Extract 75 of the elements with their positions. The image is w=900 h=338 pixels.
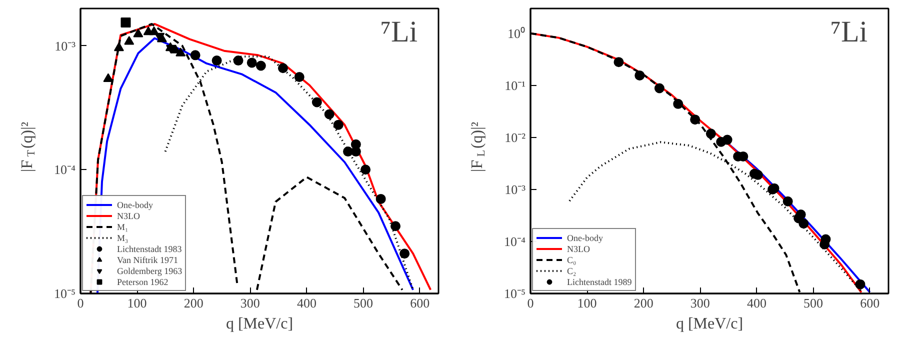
point [176,48,186,56]
point [190,50,200,60]
y-tick-label: 10⁻¹ [504,78,526,93]
point [103,73,114,82]
point [798,218,809,229]
legend-label: Lichtenstadt 1983 [117,243,182,254]
legend-label: C₀ [567,254,578,265]
point [120,18,131,28]
point [706,128,716,139]
y-axis-title: |FT(q)|² [19,122,38,172]
legend-label: M₃ [117,232,130,243]
y-axis-title: |FL(q)|² [469,122,488,172]
annotation: ⁷Li [380,16,418,48]
y-tick-label: 10⁻² [504,130,526,145]
point [133,28,144,38]
y-tick-label: 10⁻⁵ [504,286,526,301]
x-tick-label: 400 [296,296,316,310]
point [124,36,134,45]
x-tick-label: 100 [577,296,597,310]
point [278,63,288,74]
x-tick-label: 400 [746,296,766,310]
point [333,120,344,130]
point [796,209,806,220]
point [400,248,410,259]
legend-label: One-body [117,199,153,210]
legend-label: Goldemberg 1963 [117,265,182,276]
point [114,42,124,52]
legend-label: N3LO [567,243,590,254]
y-tick-label: 10⁻³ [54,38,76,54]
legend-label: M₁ [117,221,130,232]
point [246,58,257,68]
point [360,164,371,175]
point [634,70,645,80]
legend-label: Lichtenstadt 1989 [567,276,632,287]
point [855,279,866,290]
y-tick-label: 10⁻³ [504,182,526,197]
x-tick-label: 600 [860,296,880,310]
legend-label: Van Niftrik 1971 [117,254,178,265]
point [673,98,684,109]
point [212,56,222,66]
annotation: ⁷Li [830,16,868,48]
x-tick-label: 500 [354,296,374,310]
legend-label: C₂ [567,265,578,276]
x-tick-label: 0 [77,296,84,310]
y-tick-label: 10⁰ [508,26,526,41]
point [350,146,361,157]
legend-label: N3LO [117,210,140,221]
legend-label: One-body [567,232,603,243]
point [614,57,624,68]
x-axis-title: q [MeV/c] [226,316,294,332]
y-tick-label: 10⁻⁵ [54,286,76,301]
point [376,194,386,204]
x-tick-label: 600 [410,296,430,310]
x-tick-label: 200 [634,296,654,310]
point [820,234,831,244]
x-tick-label: 100 [127,296,147,310]
x-tick-label: 300 [690,296,710,310]
point [390,221,401,232]
x-tick-label: 500 [804,296,824,310]
point [233,56,244,66]
point [654,83,664,94]
point [722,134,732,145]
point [782,196,793,206]
x-axis-title: q [MeV/c] [676,316,744,332]
point [256,60,266,71]
legend-label: Peterson 1962 [117,276,168,287]
point [312,97,322,108]
y-tick-label: 10⁻⁴ [504,234,526,249]
x-tick-label: 300 [240,296,260,310]
x-tick-label: 200 [184,296,204,310]
x-tick-label: 0 [527,296,534,310]
point [294,72,304,82]
point [324,109,334,120]
y-tick-label: 10⁻⁴ [54,162,76,178]
point [690,114,700,125]
